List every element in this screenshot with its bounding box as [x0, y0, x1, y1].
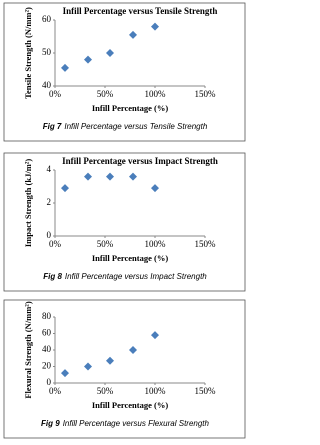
- x-tick-label: 100%: [145, 239, 167, 249]
- marker: [61, 63, 69, 72]
- caption: Fig 8 Infill Percentage versus Impact Str…: [43, 272, 207, 281]
- marker: [61, 184, 69, 193]
- marker: [151, 22, 159, 31]
- caption-label: Fig 7: [43, 122, 62, 131]
- x-tick-label: 0%: [49, 386, 62, 396]
- x-tick-label: 100%: [145, 386, 167, 396]
- x-tick-label: 50%: [97, 89, 114, 99]
- y-axis-label: Impact Strength (kJ/m²): [23, 159, 33, 248]
- caption-text: Infill Percentage versus Tensile Strengt…: [64, 122, 207, 131]
- marker: [129, 30, 137, 39]
- x-tick-label: 50%: [97, 239, 114, 249]
- marker: [151, 331, 159, 340]
- caption-label: Fig 8: [43, 272, 62, 281]
- y-tick-label: 40: [42, 344, 52, 354]
- marker: [151, 184, 159, 193]
- y-axis-label: Tensile Strength (N/mm²): [23, 7, 33, 99]
- x-tick-label: 150%: [195, 386, 217, 396]
- caption-text: Infill Percentage versus Impact Strength: [65, 272, 207, 281]
- x-tick-label: 0%: [49, 89, 62, 99]
- x-axis-label: Infill Percentage (%): [92, 400, 168, 410]
- marker: [129, 346, 137, 354]
- x-tick-label: 50%: [97, 386, 114, 396]
- chart-title: Infill Percentage versus Impact Strength: [62, 156, 218, 166]
- chart-title: Infill Percentage versus Tensile Strengt…: [63, 6, 218, 16]
- figure-box: [3, 299, 246, 439]
- y-axis-label: Flexural Strength (N/mm²): [23, 301, 33, 398]
- x-axis-label: Infill Percentage (%): [92, 253, 168, 263]
- figure-box: [3, 152, 246, 292]
- y-tick-label: 2: [47, 197, 52, 207]
- caption-text: Infill Percentage versus Flexural Streng…: [63, 419, 210, 428]
- y-tick-label: 4: [47, 164, 52, 174]
- y-tick-label: 50: [42, 47, 52, 57]
- marker: [129, 172, 137, 181]
- marker: [61, 369, 69, 378]
- y-tick-label: 20: [42, 361, 52, 371]
- marker: [106, 172, 114, 181]
- figure-box: [3, 2, 246, 142]
- marker: [106, 356, 114, 365]
- caption: Fig 7 Infill Percentage versus Tensile St…: [43, 122, 208, 131]
- x-tick-label: 150%: [195, 89, 217, 99]
- y-tick-label: 40: [42, 80, 52, 90]
- marker: [84, 362, 92, 371]
- y-tick-label: 60: [42, 14, 52, 24]
- x-tick-label: 0%: [49, 239, 62, 249]
- y-tick-label: 60: [42, 328, 52, 338]
- marker: [84, 55, 92, 64]
- x-tick-label: 100%: [145, 89, 167, 99]
- y-tick-label: 80: [42, 311, 52, 321]
- marker: [106, 49, 114, 57]
- caption-label: Fig 9: [41, 419, 60, 428]
- y-tick-label: 0: [47, 230, 52, 240]
- marker: [84, 172, 92, 181]
- caption: Fig 9 Infill Percentage versus Flexural S…: [41, 419, 210, 428]
- x-tick-label: 150%: [195, 239, 217, 249]
- y-tick-label: 0: [47, 377, 52, 387]
- x-axis-label: Infill Percentage (%): [92, 103, 168, 113]
